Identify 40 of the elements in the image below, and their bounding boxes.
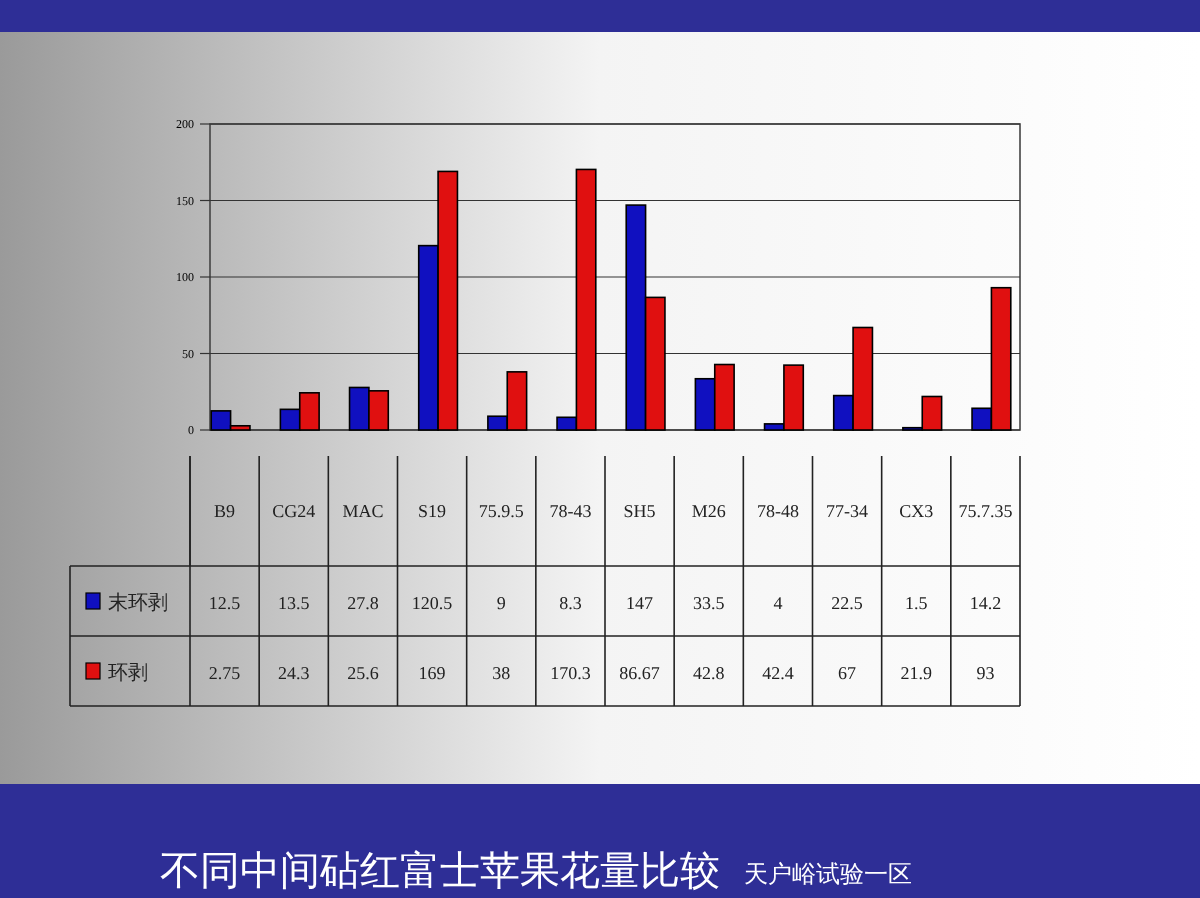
- data-label: 42.4: [762, 663, 795, 683]
- x-tick-label: M26: [691, 501, 727, 521]
- legend-label: 末环剥: [108, 591, 168, 615]
- data-label: 67: [838, 663, 858, 683]
- data-label: 22.5: [831, 593, 864, 613]
- data-label: 86.67: [619, 663, 661, 683]
- data-label: 24.3: [278, 663, 311, 683]
- x-tick-label: CG24: [272, 501, 317, 521]
- data-label: 93: [976, 663, 996, 683]
- data-label: 4: [773, 593, 784, 613]
- x-tick-label: S19: [418, 501, 448, 521]
- text: 天户峪试验一区: [744, 860, 912, 888]
- x-tick-label: MAC: [342, 501, 384, 521]
- data-label: 14.2: [969, 593, 1002, 613]
- data-label: 1.5: [905, 593, 929, 613]
- data-label: 27.8: [347, 593, 380, 613]
- data-label: 9: [496, 593, 507, 613]
- data-label: 170.3: [550, 663, 592, 683]
- data-label: 8.3: [559, 593, 583, 613]
- data-label: 21.9: [900, 663, 933, 683]
- text: 不同中间砧红富士苹果花量比较: [160, 848, 720, 894]
- data-label: 12.5: [208, 593, 242, 613]
- data-label: 13.5: [278, 593, 311, 613]
- x-tick-label: 78-48: [756, 501, 800, 521]
- legend-label: 环剥: [108, 661, 148, 685]
- data-label: 169: [418, 663, 447, 683]
- data-label: 38: [492, 663, 512, 683]
- x-tick-label: 77-34: [826, 501, 870, 521]
- data-label: 42.8: [693, 663, 726, 683]
- data-label: 147: [626, 593, 655, 613]
- data-label: 120.5: [411, 593, 454, 613]
- x-tick-label: 78-43: [549, 501, 593, 521]
- x-tick-label: 75.9.5: [478, 501, 525, 521]
- x-tick-label: SH5: [623, 501, 657, 521]
- x-tick-label: 75.7.35: [958, 501, 1014, 521]
- data-label: 2.75: [208, 663, 242, 683]
- x-tick-label: B9: [214, 501, 237, 521]
- x-tick-label: CX3: [899, 501, 935, 521]
- data-label: 33.5: [693, 593, 726, 613]
- data-label: 25.6: [347, 663, 380, 683]
